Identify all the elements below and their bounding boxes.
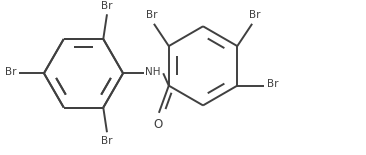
Text: O: O (153, 118, 162, 131)
Text: Br: Br (267, 79, 279, 89)
Text: Br: Br (146, 10, 157, 20)
Text: NH: NH (145, 67, 161, 77)
Text: Br: Br (101, 136, 113, 146)
Text: Br: Br (101, 1, 113, 11)
Text: Br: Br (249, 10, 260, 20)
Text: Br: Br (5, 67, 17, 77)
